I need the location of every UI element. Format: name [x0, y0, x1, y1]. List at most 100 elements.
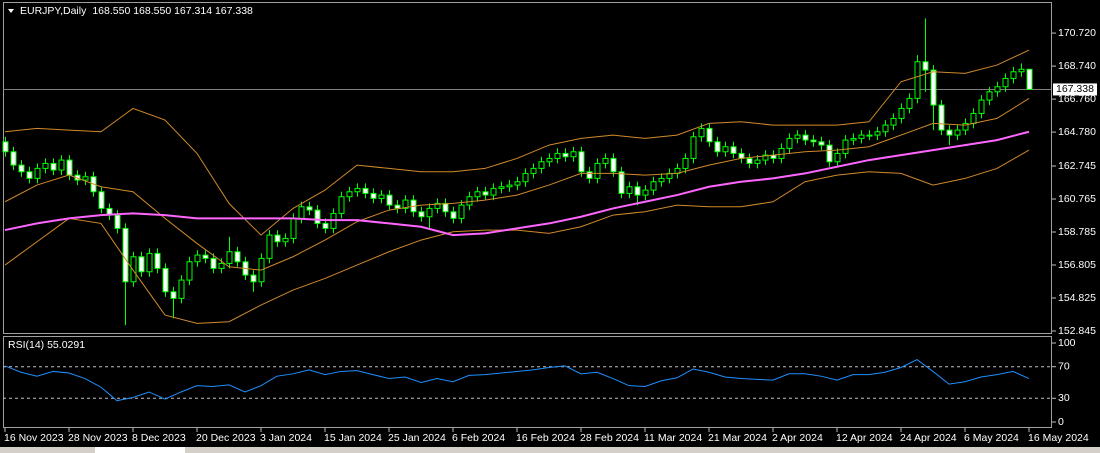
- candle-body: [122, 227, 129, 283]
- candle-body: [210, 257, 217, 269]
- candle-body: [618, 171, 625, 194]
- candle-body: [714, 141, 721, 153]
- candle-body: [1010, 71, 1017, 79]
- candle-body: [842, 139, 849, 154]
- candle-body: [482, 191, 489, 196]
- y-tick-label: 154.825: [1058, 292, 1096, 304]
- candle-body: [610, 157, 617, 173]
- candle-body: [218, 262, 225, 269]
- candle-body: [266, 234, 273, 259]
- candle-body: [386, 194, 393, 206]
- y-tick-label: 158.785: [1058, 226, 1096, 238]
- chart-info: 168.550 168.550 167.314 167.338: [92, 5, 253, 17]
- candle-body: [58, 159, 65, 171]
- candle-body: [346, 191, 353, 198]
- y-tick-label: 0: [1058, 416, 1064, 428]
- tab[interactable]: [95, 447, 185, 453]
- candle-body: [530, 167, 537, 174]
- candle-body: [858, 134, 865, 139]
- candle-body: [170, 291, 177, 299]
- candle-body: [418, 211, 425, 218]
- candle-body: [314, 209, 321, 224]
- x-tick-label: 12 Apr 2024: [836, 432, 893, 444]
- chart-title: EURJPY,Daily: [20, 5, 87, 17]
- candle-body: [50, 162, 57, 171]
- candle-body: [34, 167, 41, 179]
- candle-body: [794, 134, 801, 139]
- candle-body: [306, 206, 313, 211]
- candle-body: [930, 69, 937, 106]
- rsi-panel-frame: [3, 336, 1052, 428]
- y-tick-label: 30: [1058, 392, 1070, 404]
- main-panel-frame: [3, 2, 1052, 334]
- candle-body: [554, 152, 561, 159]
- candle-body: [810, 139, 817, 143]
- candle-body: [26, 171, 33, 179]
- x-tick-label: 16 Feb 2024: [516, 432, 575, 444]
- candle-body: [298, 206, 305, 219]
- x-tick-label: 28 Feb 2024: [580, 432, 639, 444]
- candle-body: [522, 172, 529, 183]
- candle-body: [898, 107, 905, 119]
- indicator-line: [4, 49, 1030, 236]
- candle-body: [682, 157, 689, 169]
- candle-body: [394, 204, 401, 209]
- candle-body: [506, 184, 513, 188]
- candle-body: [658, 177, 665, 183]
- candle-body: [754, 159, 761, 164]
- collapse-icon[interactable]: [8, 9, 14, 13]
- candle-body: [442, 202, 449, 213]
- x-tick-label: 8 Dec 2023: [132, 432, 186, 444]
- candle-body: [650, 181, 657, 191]
- candle-body: [1002, 77, 1009, 88]
- y-tick-label: 164.780: [1058, 126, 1096, 138]
- y-tick-label: 152.845: [1058, 325, 1096, 337]
- candle-body: [802, 134, 809, 141]
- candle-body: [466, 196, 473, 206]
- x-tick-label: 28 Nov 2023: [68, 432, 128, 444]
- candle-body: [834, 152, 841, 163]
- candle-body: [954, 129, 961, 136]
- candle-body: [1018, 68, 1025, 73]
- candle-body: [450, 211, 457, 219]
- x-tick-label: 25 Jan 2024: [388, 432, 446, 444]
- y-tick-label: 168.740: [1058, 60, 1096, 72]
- candle-body: [826, 144, 833, 163]
- candle-body: [706, 127, 713, 143]
- x-tick-label: 3 Jan 2024: [260, 432, 312, 444]
- x-tick-label: 20 Dec 2023: [196, 432, 256, 444]
- candle-body: [426, 207, 433, 218]
- candle-body: [130, 256, 137, 283]
- x-tick-label: 15 Jan 2024: [324, 432, 382, 444]
- candle-body: [138, 256, 145, 273]
- tab-bar: [0, 447, 1100, 453]
- x-tick-label: 16 Nov 2023: [4, 432, 64, 444]
- x-tick-label: 24 Apr 2024: [900, 432, 957, 444]
- candle-body: [194, 254, 201, 263]
- candle-body: [634, 186, 641, 196]
- rsi-line: [4, 359, 1030, 402]
- y-tick-label: 170.720: [1058, 27, 1096, 39]
- indicator-line: [4, 97, 1030, 271]
- candle-body: [722, 146, 729, 153]
- candle-body: [490, 187, 497, 196]
- candle-body: [474, 191, 481, 198]
- candle-body: [890, 117, 897, 126]
- candle-body: [626, 186, 633, 194]
- price-label: 167.338: [1056, 83, 1094, 95]
- candle-body: [402, 199, 409, 209]
- candle-body: [338, 196, 345, 214]
- candle-body: [282, 237, 289, 243]
- x-tick-label: 16 May 2024: [1028, 432, 1089, 444]
- candle-body: [546, 157, 553, 163]
- y-tick-label: 70: [1058, 360, 1070, 372]
- candle-body: [986, 91, 993, 101]
- price-label-box: [1053, 83, 1097, 96]
- candle-body: [586, 171, 593, 179]
- candle-body: [362, 187, 369, 194]
- candle-body: [98, 191, 105, 209]
- indicator-line: [4, 130, 1030, 237]
- candle-body: [690, 136, 697, 159]
